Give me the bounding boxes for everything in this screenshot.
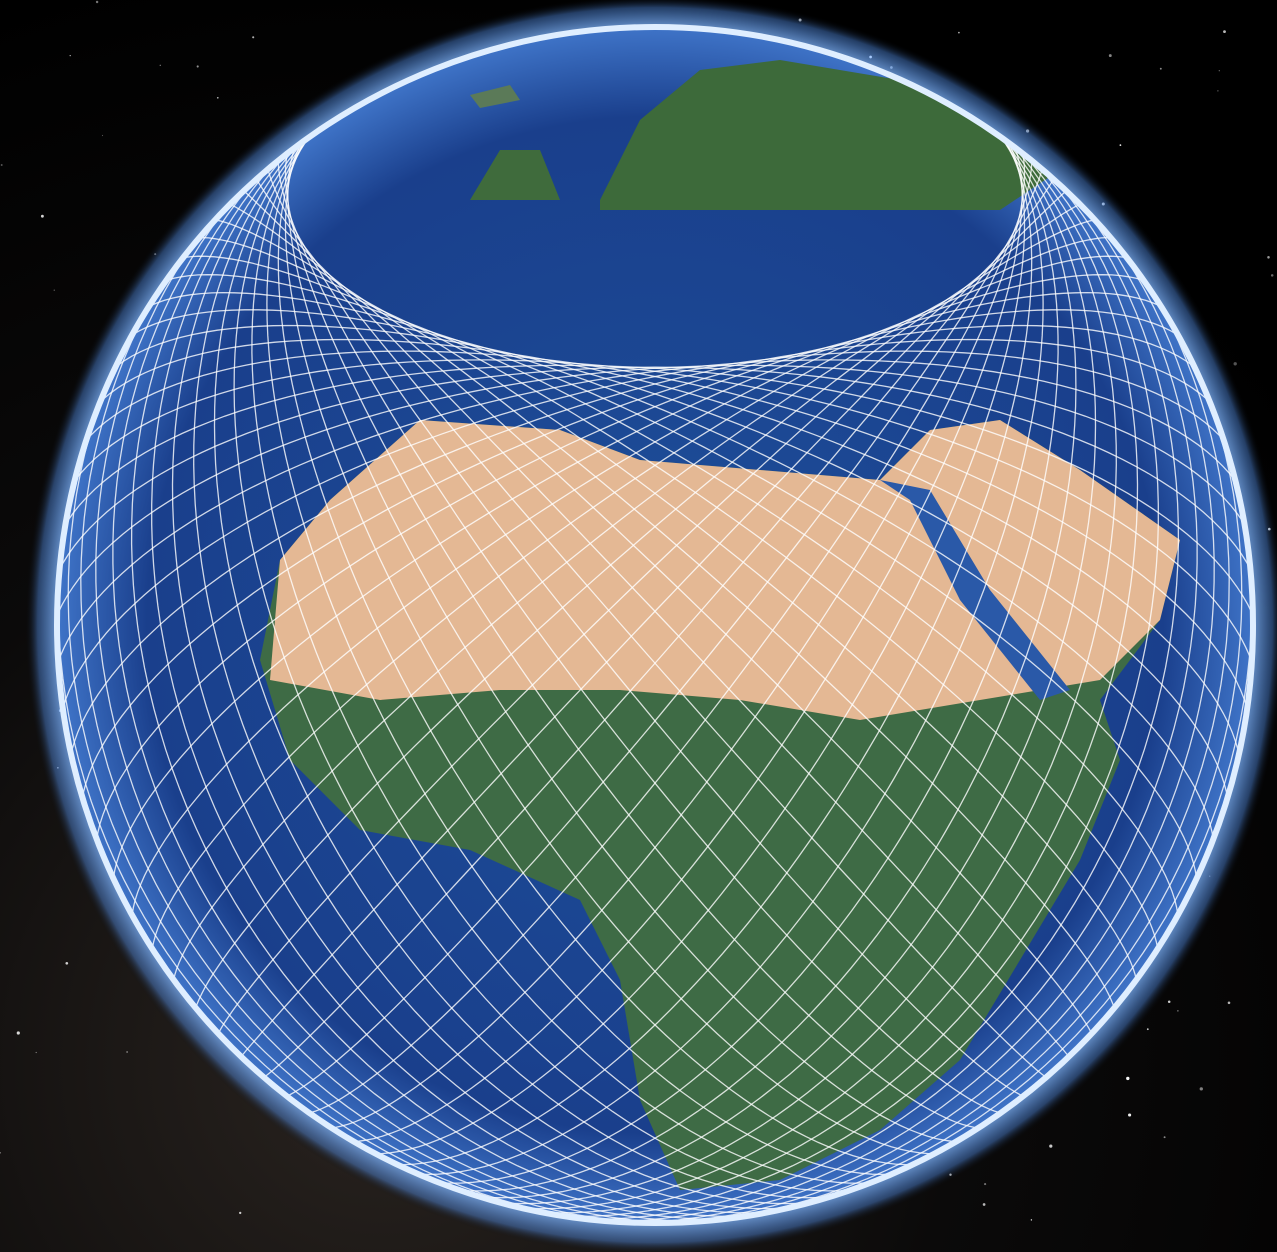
star — [0, 164, 3, 166]
star — [1108, 54, 1112, 58]
star — [1146, 1028, 1149, 1031]
star — [982, 1203, 986, 1206]
star — [65, 961, 69, 965]
star — [239, 1211, 242, 1215]
star — [1267, 256, 1270, 259]
orbit-track — [72, 338, 1243, 802]
orbit-track — [277, 99, 959, 1166]
star — [1167, 1000, 1171, 1004]
star — [1199, 1087, 1203, 1091]
star — [35, 1051, 37, 1054]
star — [1119, 144, 1122, 146]
orbit-track — [251, 167, 1058, 1085]
orbit-track — [61, 350, 1253, 761]
star — [216, 96, 219, 99]
orbit-track — [112, 81, 917, 1221]
orbit-track — [57, 364, 1253, 668]
orbit-track — [234, 182, 1077, 1067]
star — [958, 31, 960, 34]
iceland — [470, 85, 520, 108]
star — [159, 64, 161, 66]
orbit-track — [171, 76, 909, 1210]
star — [101, 134, 104, 137]
europe — [600, 60, 1060, 210]
star — [126, 1051, 128, 1053]
star — [1218, 70, 1220, 72]
globe-rim — [54, 24, 1256, 1226]
orbit-track — [251, 90, 940, 1184]
orbit-track — [95, 87, 928, 1223]
star — [69, 54, 71, 57]
orbit-track — [193, 80, 918, 1205]
star — [1177, 1010, 1179, 1012]
orbit-track — [57, 364, 1253, 668]
landmasses — [260, 60, 1180, 1190]
star — [1227, 1001, 1231, 1005]
orbit-track — [122, 291, 1198, 918]
star — [1163, 1136, 1166, 1139]
orbit-track — [57, 359, 1253, 711]
star — [1128, 1113, 1132, 1117]
red-sea — [880, 480, 1070, 700]
orbit-track — [233, 84, 928, 1192]
star — [984, 1183, 987, 1186]
star — [1270, 274, 1274, 277]
orbit-track — [216, 200, 1097, 1049]
star — [1233, 362, 1237, 366]
star — [53, 289, 56, 291]
star — [95, 0, 99, 4]
star — [1223, 30, 1226, 34]
orbit-track — [137, 274, 1180, 945]
orbit-track — [130, 76, 908, 1218]
star — [1030, 1219, 1033, 1221]
orbit-track — [197, 218, 1117, 1027]
star — [1217, 90, 1219, 92]
orbit-track — [284, 108, 975, 1155]
orbit-track — [177, 236, 1139, 1002]
star — [252, 36, 255, 39]
orbit-track — [101, 309, 1215, 877]
star — [1049, 1144, 1053, 1148]
orbit-track — [151, 79, 915, 1214]
orbit-track — [86, 324, 1230, 840]
star — [1159, 67, 1162, 70]
star — [16, 1031, 20, 1035]
orbit-track — [213, 78, 916, 1199]
orbit-track — [284, 129, 1008, 1130]
star — [0, 1151, 1, 1154]
star — [196, 65, 199, 68]
britain — [470, 150, 560, 200]
star — [1126, 1076, 1130, 1081]
orbit-track — [266, 152, 1040, 1101]
orbit-track — [157, 255, 1159, 975]
star — [40, 214, 44, 218]
